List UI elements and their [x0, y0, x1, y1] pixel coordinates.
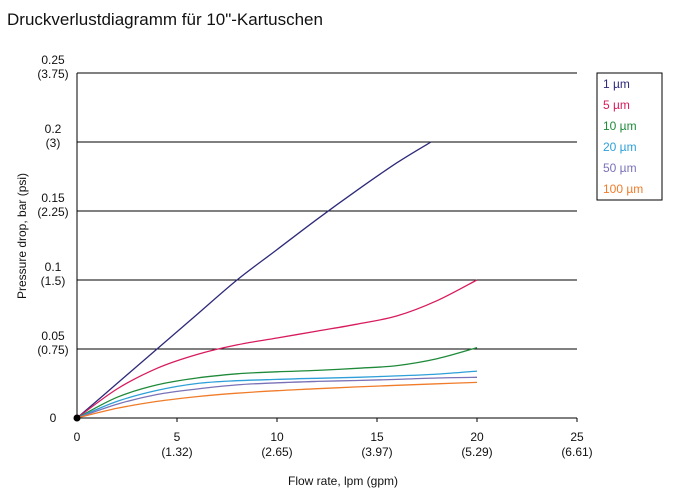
- series-line-20m: [76, 370, 478, 419]
- y-tick-sublabel: (0.75): [37, 343, 68, 357]
- x-tick-label: 10: [270, 430, 284, 444]
- series-line-10m: [76, 346, 478, 419]
- x-tick-label: 0: [74, 430, 81, 444]
- y-tick-sublabel: (3): [46, 136, 61, 150]
- x-tick-label: 25: [570, 430, 584, 444]
- y-tick-label: 0.25: [41, 53, 65, 67]
- x-tick-label: 15: [370, 430, 384, 444]
- legend-item-10m: 10 µm: [603, 119, 637, 133]
- x-axis-label: Flow rate, lpm (gpm): [288, 474, 398, 488]
- y-tick-label: 0.05: [41, 329, 65, 343]
- x-tick-sublabel: (5.29): [461, 445, 492, 459]
- series-line-50m: [76, 376, 478, 419]
- legend-item-5m: 5 µm: [603, 98, 630, 112]
- x-tick-sublabel: (3.97): [361, 445, 392, 459]
- axes: [76, 73, 578, 422]
- series-line-5m: [76, 279, 478, 419]
- y-tick-sublabel: (2.25): [37, 205, 68, 219]
- series-line-1m: [76, 141, 432, 419]
- y-axis-label: Pressure drop, bar (psi): [15, 173, 29, 299]
- legend-item-1m: 1 µm: [603, 77, 630, 91]
- tick-labels: 00.05(0.75)0.1(1.5)0.15(2.25)0.2(3)0.25(…: [37, 53, 592, 459]
- legend-item-100m: 100 µm: [603, 182, 643, 196]
- legend-item-50m: 50 µm: [603, 161, 637, 175]
- grid-lines: [77, 72, 577, 350]
- x-tick-sublabel: (6.61): [561, 445, 592, 459]
- origin-dot: [73, 414, 81, 422]
- x-tick-sublabel: (1.32): [161, 445, 192, 459]
- y-tick-label: 0.15: [41, 191, 65, 205]
- x-tick-sublabel: (2.65): [261, 445, 292, 459]
- series-line-100m: [76, 381, 478, 419]
- legend: 1 µm 5 µm 10 µm 20 µm 50 µm 100 µm: [596, 72, 663, 201]
- series-lines: [73, 141, 478, 422]
- y-tick-label: 0: [50, 411, 57, 425]
- legend-box: [596, 72, 663, 201]
- chart-title: Druckverlustdiagramm für 10"-Kartuschen: [7, 10, 323, 29]
- y-tick-sublabel: (1.5): [41, 274, 66, 288]
- x-tick-label: 5: [174, 430, 181, 444]
- legend-item-20m: 20 µm: [603, 140, 637, 154]
- y-tick-label: 0.2: [45, 122, 62, 136]
- y-tick-sublabel: (3.75): [37, 67, 68, 81]
- y-tick-label: 0.1: [45, 260, 62, 274]
- x-tick-label: 20: [470, 430, 484, 444]
